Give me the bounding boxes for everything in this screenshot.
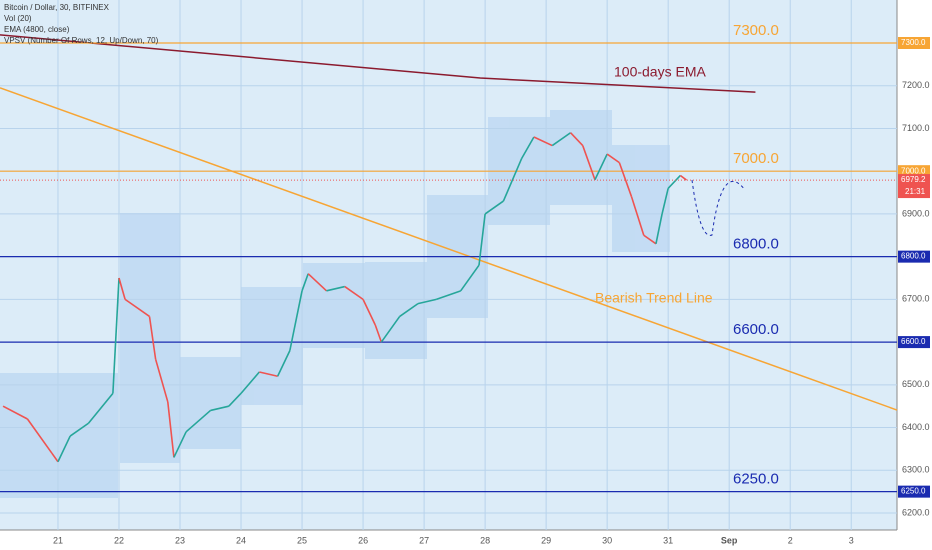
x-tick-label: 24 <box>236 535 246 545</box>
level-tag <box>898 250 930 263</box>
x-tick-label: 29 <box>541 535 551 545</box>
y-tick-label: 6500.0 <box>902 379 930 389</box>
price-segment <box>289 290 303 351</box>
price-segment <box>551 132 571 147</box>
level-label: 6800.0 <box>733 236 779 253</box>
y-tick-label: 6700.0 <box>902 294 930 304</box>
last-price-label: 6979.2 <box>901 175 926 184</box>
price-segment <box>521 136 535 159</box>
price-segment <box>655 213 663 244</box>
price-segment <box>460 264 480 292</box>
x-tick-label: 3 <box>849 535 854 545</box>
level-label: 7000.0 <box>733 150 779 167</box>
price-segment <box>661 188 669 215</box>
last-price-tag <box>898 174 930 199</box>
price-segment <box>326 285 345 292</box>
header-line: Vol (20) <box>4 14 32 23</box>
price-segment <box>154 358 169 403</box>
level-tag <box>898 336 930 349</box>
price-segment <box>569 132 584 147</box>
x-tick-label: Sep <box>721 535 738 545</box>
y-tick-label: 6400.0 <box>902 422 930 432</box>
level-tag-label: 7000.0 <box>901 166 926 175</box>
price-segment <box>581 145 596 180</box>
trend-line <box>0 87 898 411</box>
price-segment <box>417 298 437 305</box>
price-segment <box>259 371 278 378</box>
price-segment <box>478 213 486 266</box>
price-segment <box>679 174 687 181</box>
price-segment <box>362 299 376 326</box>
price-segment <box>148 316 157 360</box>
price-segment <box>69 422 89 437</box>
annotation: 100-days EMA <box>614 64 706 80</box>
price-segment <box>2 405 28 420</box>
level-tag <box>898 485 930 498</box>
x-tick-label: 30 <box>602 535 612 545</box>
price-segment <box>210 405 230 412</box>
price-segment <box>276 350 291 377</box>
header-line: VPSV (Number Of Rows, 12, Up/Down, 70) <box>4 36 159 45</box>
ema-line <box>0 34 756 93</box>
price-segment <box>594 153 608 181</box>
price-segment <box>344 285 364 301</box>
price-segment <box>436 290 461 301</box>
price-segment <box>502 158 523 202</box>
price-segment <box>374 324 383 343</box>
price-segment <box>87 392 114 424</box>
countdown-label: 21:31 <box>905 187 926 196</box>
annotation: Bearish Trend Line <box>595 290 713 306</box>
y-tick-label: 6300.0 <box>902 465 930 475</box>
price-segment <box>606 153 620 164</box>
x-tick-label: 2 <box>788 535 793 545</box>
level-label: 6250.0 <box>733 471 779 488</box>
price-segment <box>484 200 504 215</box>
y-tick-label: 6900.0 <box>902 208 930 218</box>
x-tick-label: 26 <box>358 535 368 545</box>
price-segment <box>643 234 657 245</box>
price-segment <box>399 302 419 318</box>
level-tag-label: 7300.0 <box>901 38 926 47</box>
level-label: 7300.0 <box>733 22 779 39</box>
price-segment <box>307 273 328 292</box>
price-segment <box>533 136 553 147</box>
price-segment <box>51 452 59 463</box>
level-tag-label: 6250.0 <box>901 487 926 496</box>
header-line: EMA (4800, close) <box>4 25 70 34</box>
x-tick-label: 25 <box>297 535 307 545</box>
price-segment <box>380 315 401 343</box>
price-segment <box>667 174 681 189</box>
price-segment <box>124 298 150 318</box>
price-segment <box>301 273 309 292</box>
y-tick-label: 7200.0 <box>902 80 930 90</box>
x-tick-label: 21 <box>53 535 63 545</box>
y-tick-label: 7100.0 <box>902 123 930 133</box>
x-tick-label: 22 <box>114 535 124 545</box>
price-segment <box>173 431 187 458</box>
level-tag-label: 6600.0 <box>901 337 926 346</box>
x-tick-label: 27 <box>419 535 429 545</box>
x-tick-label: 28 <box>480 535 490 545</box>
price-segment <box>240 371 260 394</box>
level-label: 6600.0 <box>733 321 779 338</box>
level-tag <box>898 37 930 49</box>
price-segment <box>167 401 175 458</box>
price-segment <box>112 277 120 394</box>
price-segment <box>118 277 126 300</box>
x-tick-label: 31 <box>663 535 673 545</box>
price-segment <box>618 162 633 198</box>
x-tick-label: 23 <box>175 535 185 545</box>
price-segment <box>630 196 645 236</box>
level-tag-label: 6800.0 <box>901 252 926 261</box>
price-segment <box>57 435 71 463</box>
y-tick-label: 6200.0 <box>902 507 930 517</box>
header-line: Bitcoin / Dollar, 30, BITFINEX <box>4 3 110 12</box>
price-segment <box>228 392 242 407</box>
price-segment <box>26 418 53 454</box>
projection <box>691 179 746 236</box>
price-axis <box>897 0 932 550</box>
price-segment <box>185 409 212 433</box>
